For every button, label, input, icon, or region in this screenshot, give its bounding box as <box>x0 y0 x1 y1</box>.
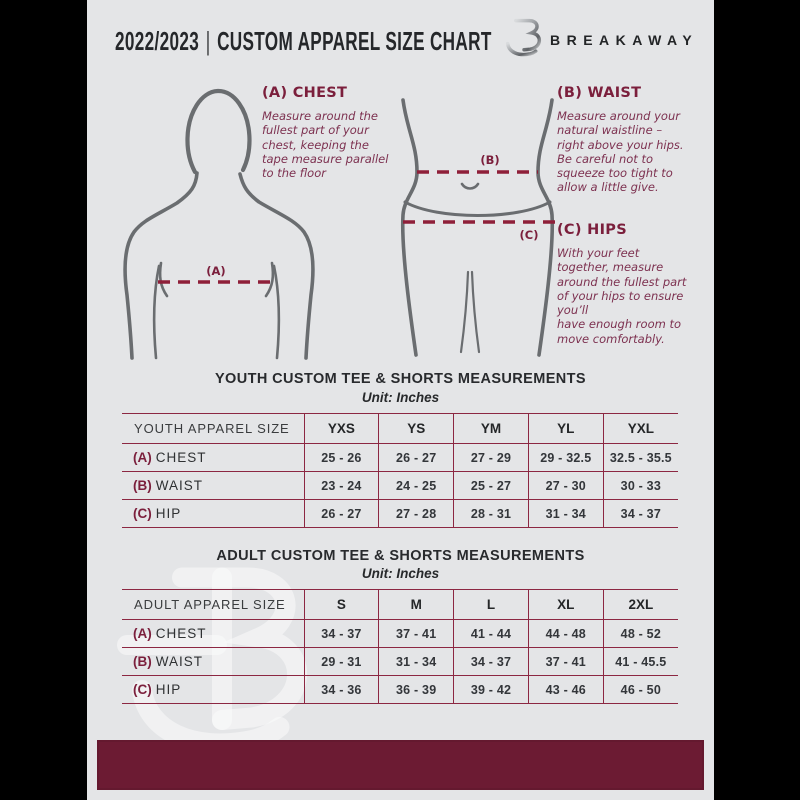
brand-name: BREAKAWAY <box>550 32 699 48</box>
row-key: (B) <box>133 653 152 669</box>
youth-chest-row: (A) CHEST 25 - 26 26 - 27 27 - 29 29 - 32… <box>122 443 678 472</box>
size-column-xl: XL <box>527 589 604 620</box>
cell: 25 - 26 <box>303 443 379 472</box>
cell: 41 - 44 <box>453 619 529 648</box>
size-column-yl: YL <box>527 413 604 444</box>
cell: 32.5 - 35.5 <box>602 443 678 472</box>
body-figures-illustration <box>123 88 558 360</box>
row-key: (A) <box>133 625 152 641</box>
cell: 27 - 29 <box>453 443 529 472</box>
youth-section-unit: Unit: Inches <box>361 390 440 405</box>
size-column-l: L <box>453 589 529 620</box>
header-separator: | <box>205 26 211 56</box>
cell: 39 - 42 <box>453 675 529 704</box>
cell: 24 - 25 <box>378 471 454 500</box>
size-column-ym: YM <box>453 413 529 444</box>
youth-section-title: YOUTH CUSTOM TEE & SHORTS MEASUREMENTS <box>214 371 586 387</box>
cell: 29 - 31 <box>303 647 379 676</box>
adult-header-row: ADULT APPAREL SIZE S M L XL 2XL <box>122 589 678 620</box>
cell: 36 - 39 <box>378 675 454 704</box>
waist-diagram-label: (B) <box>480 153 500 167</box>
row-label: HIP <box>155 681 182 697</box>
footer-bar <box>97 740 704 790</box>
chest-diagram-label: (A) <box>206 264 226 278</box>
edition-year: 2022/2023 <box>115 26 200 56</box>
row-label: CHEST <box>155 625 207 641</box>
cell: 48 - 52 <box>602 619 678 648</box>
youth-header-row: YOUTH APPAREL SIZE YXS YS YM YL YXL <box>122 413 678 444</box>
cell: 34 - 37 <box>303 619 379 648</box>
adult-section-unit: Unit: Inches <box>361 566 440 581</box>
hips-diagram-label: (C) <box>519 228 539 242</box>
adult-size-table: ADULT APPAREL SIZE S M L XL 2XL (A) CHEST… <box>122 589 678 704</box>
cell: 27 - 28 <box>378 499 454 528</box>
size-chart-page: 2022/2023 | CUSTOM APPAREL SIZE CHART BREA… <box>87 0 714 800</box>
row-key: (A) <box>133 449 152 465</box>
row-label: HIP <box>155 505 182 521</box>
size-column-ys: YS <box>378 413 454 444</box>
row-key: (C) <box>133 505 152 521</box>
adult-section-title: ADULT CUSTOM TEE & SHORTS MEASUREMENTS <box>216 548 585 564</box>
cell: 26 - 27 <box>378 443 454 472</box>
row-label: CHEST <box>155 449 207 465</box>
chest-guide-heading: (A) CHEST <box>262 85 348 101</box>
document-header: 2022/2023 | CUSTOM APPAREL SIZE CHART <box>115 26 686 57</box>
size-column-2xl: 2XL <box>602 589 678 620</box>
cell: 37 - 41 <box>378 619 454 648</box>
adult-waist-row: (B) WAIST 29 - 31 31 - 34 34 - 37 37 - 41… <box>122 647 678 676</box>
size-column-s: S <box>303 589 379 620</box>
cell: 34 - 37 <box>453 647 529 676</box>
page-title: CUSTOM APPAREL SIZE CHART <box>217 26 492 56</box>
waist-guide-heading: (B) WAIST <box>557 85 642 101</box>
hips-guide-text: With your feet together, measure around … <box>557 246 687 346</box>
adult-apparel-size-header: ADULT APPAREL SIZE <box>134 597 286 612</box>
cell: 29 - 32.5 <box>527 443 604 472</box>
measurement-diagram: (A) (B) (C) (A) CHEST Measure around the… <box>87 80 714 370</box>
row-label: WAIST <box>155 477 203 493</box>
cell: 31 - 34 <box>527 499 604 528</box>
adult-chest-row: (A) CHEST 34 - 37 37 - 41 41 - 44 44 - 48… <box>122 619 678 648</box>
size-column-m: M <box>378 589 454 620</box>
youth-apparel-size-header: YOUTH APPAREL SIZE <box>134 421 290 436</box>
row-key: (C) <box>133 681 152 697</box>
cell: 34 - 37 <box>602 499 678 528</box>
breakaway-b-logo-icon <box>502 18 542 57</box>
cell: 43 - 46 <box>527 675 604 704</box>
cell: 31 - 34 <box>378 647 454 676</box>
size-column-yxs: YXS <box>303 413 379 444</box>
adult-hip-row: (C) HIP 34 - 36 36 - 39 39 - 42 43 - 46 4… <box>122 675 678 704</box>
cell: 46 - 50 <box>602 675 678 704</box>
row-label: WAIST <box>155 653 203 669</box>
cell: 37 - 41 <box>527 647 604 676</box>
youth-size-table: YOUTH APPAREL SIZE YXS YS YM YL YXL (A) C… <box>122 413 678 528</box>
cell: 41 - 45.5 <box>602 647 678 676</box>
cell: 27 - 30 <box>527 471 604 500</box>
size-column-yxl: YXL <box>602 413 678 444</box>
cell: 30 - 33 <box>602 471 678 500</box>
row-key: (B) <box>133 477 152 493</box>
youth-waist-row: (B) WAIST 23 - 24 24 - 25 25 - 27 27 - 30… <box>122 471 678 500</box>
youth-hip-row: (C) HIP 26 - 27 27 - 28 28 - 31 31 - 34 3… <box>122 499 678 528</box>
chest-guide-text: Measure around the fullest part of your … <box>262 109 389 181</box>
cell: 26 - 27 <box>303 499 379 528</box>
waist-guide-text: Measure around your natural waistline – … <box>557 109 684 195</box>
hips-guide-heading: (C) HIPS <box>557 222 627 238</box>
cell: 28 - 31 <box>453 499 529 528</box>
cell: 23 - 24 <box>303 471 379 500</box>
cell: 25 - 27 <box>453 471 529 500</box>
cell: 44 - 48 <box>527 619 604 648</box>
cell: 34 - 36 <box>303 675 379 704</box>
